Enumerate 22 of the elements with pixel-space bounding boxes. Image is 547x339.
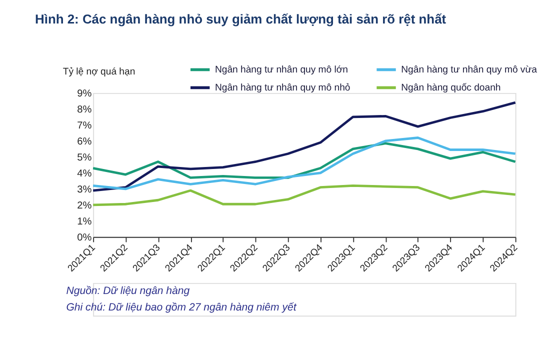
y-tick-label: 8% — [77, 104, 92, 116]
legend-label: Ngân hàng tư nhân quy mô vừa — [401, 64, 538, 76]
legend-label: Ngân hàng tư nhân quy mô lớn — [214, 64, 348, 76]
y-tick-label: 1% — [77, 216, 92, 228]
y-tick-label: 6% — [77, 136, 92, 148]
chart-title: Hình 2: Các ngân hàng nhỏ suy giảm chất lượng tài sản rõ rệt nhất — [35, 11, 447, 26]
y-tick-label: 2% — [77, 200, 92, 212]
y-tick-label: 4% — [77, 168, 92, 180]
y-tick-label: 9% — [77, 88, 92, 100]
line-series — [92, 101, 517, 192]
y-tick-label: 7% — [77, 120, 92, 132]
y-axis-title: Tỷ lệ nợ quá hạn — [62, 66, 136, 78]
y-tick-label: 3% — [77, 184, 92, 196]
line-series — [92, 142, 517, 179]
legend-label: Ngân hàng quốc doanh — [401, 82, 501, 94]
text: Ghi chú: Dữ liệu bao gồm 27 ngân hàng niêm yết — [66, 301, 298, 314]
legend-label: Ngân hàng tư nhân quy mô nhỏ — [214, 82, 350, 94]
line-series — [92, 136, 517, 190]
text: Nguồn: Dữ liệu ngân hàng — [66, 285, 190, 298]
y-tick-label: 0% — [77, 232, 92, 244]
y-tick-label: 5% — [77, 152, 92, 164]
line-series — [92, 184, 517, 206]
